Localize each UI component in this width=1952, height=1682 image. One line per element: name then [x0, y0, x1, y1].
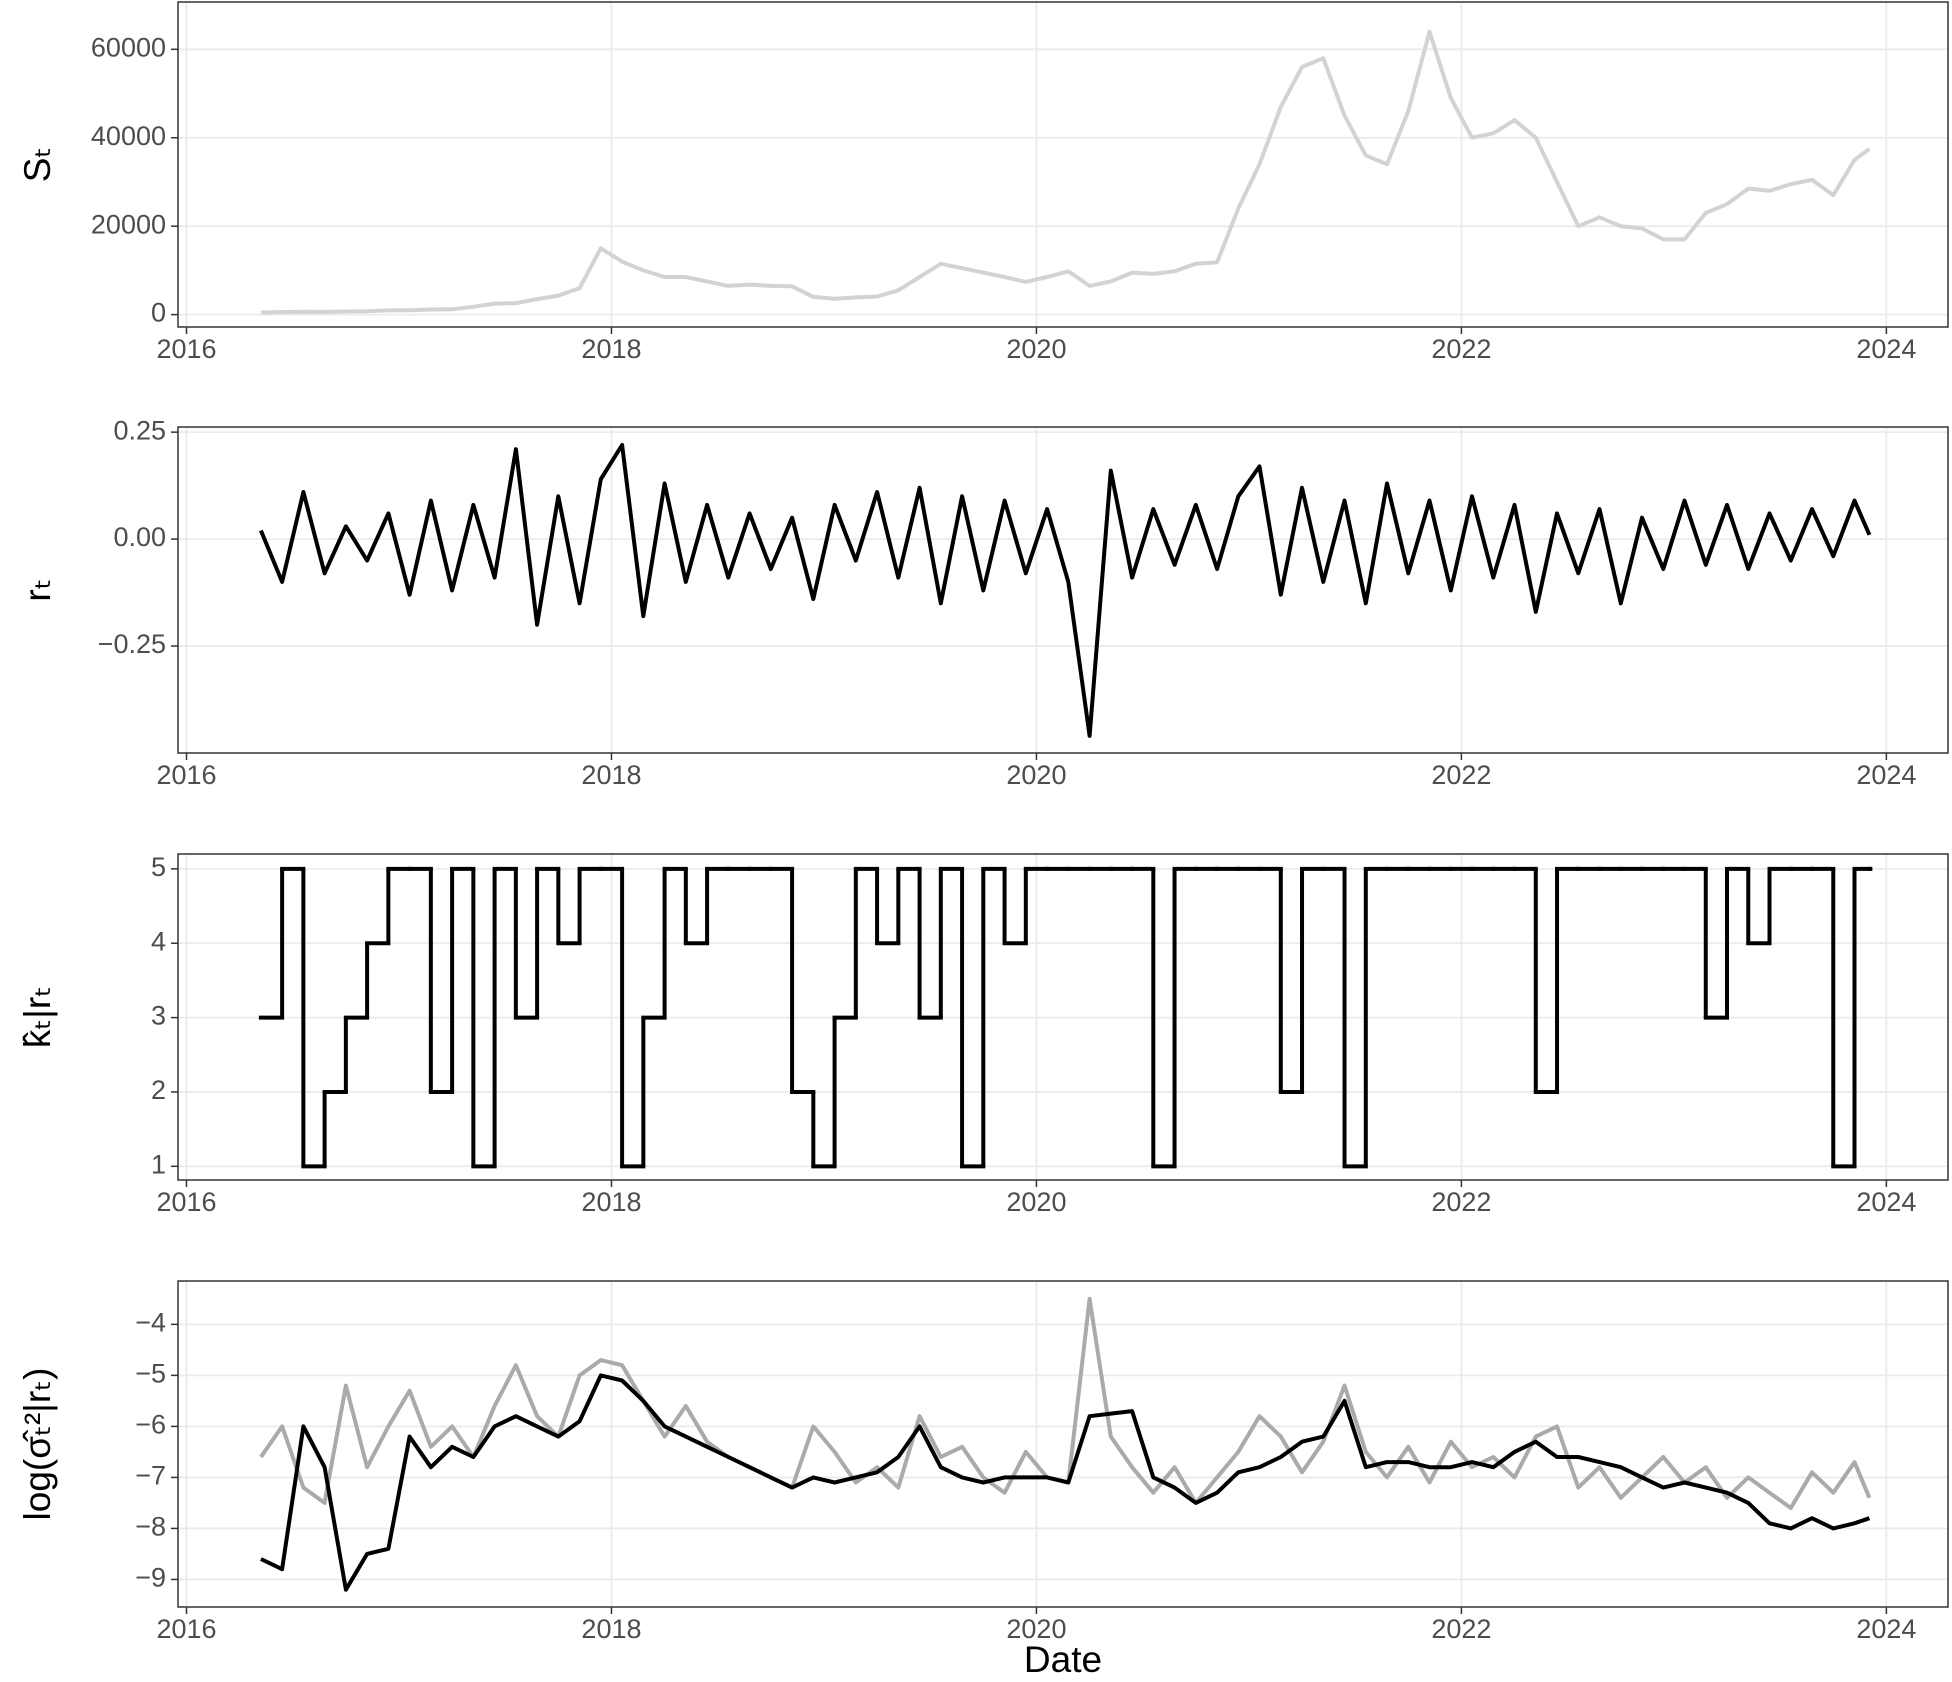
x-tick-label: 2022: [1431, 334, 1491, 364]
y-tick-label: 2: [151, 1075, 166, 1105]
x-tick-label: 2022: [1431, 760, 1491, 790]
x-tick-label: 2022: [1431, 1187, 1491, 1217]
y-tick-label: 0.25: [113, 415, 166, 445]
plot-background: [178, 1281, 1948, 1607]
x-tick-label: 2016: [156, 1187, 216, 1217]
y-axis-title: rₜ: [17, 578, 58, 601]
x-tick-label: 2024: [1856, 1187, 1916, 1217]
y-tick-label: −6: [135, 1410, 166, 1440]
y-tick-label: 60000: [91, 32, 166, 62]
y-tick-label: −4: [135, 1307, 166, 1337]
x-tick-label: 2022: [1431, 1614, 1491, 1644]
y-axis-title: Sₜ: [17, 147, 58, 183]
y-tick-label: −5: [135, 1359, 166, 1389]
y-tick-label: 4: [151, 926, 166, 956]
x-tick-label: 2018: [581, 334, 641, 364]
y-tick-label: 20000: [91, 209, 166, 239]
series-line: [260, 1373, 1871, 1592]
y-tick-label: −7: [135, 1461, 166, 1491]
y-tick-label: 1: [151, 1149, 166, 1179]
x-tick-label: 2024: [1856, 760, 1916, 790]
y-tick-label: −9: [135, 1563, 166, 1593]
plot-border: [177, 426, 1949, 754]
x-tick-label: 2018: [581, 1614, 641, 1644]
x-tick-label: 2024: [1856, 1614, 1916, 1644]
y-tick-label: 0: [151, 298, 166, 328]
plot-background: [178, 2, 1948, 327]
x-tick-label: 2020: [1006, 1614, 1066, 1644]
y-tick-label: 0.00: [113, 522, 166, 552]
x-tick-label: 2016: [156, 760, 216, 790]
y-tick-label: 5: [151, 852, 166, 882]
x-tick-label: 2020: [1006, 334, 1066, 364]
x-tick-label: 2024: [1856, 334, 1916, 364]
y-tick-label: 3: [151, 1001, 166, 1031]
y-tick-label: 40000: [91, 121, 166, 151]
plot-background: [178, 427, 1948, 753]
x-tick-label: 2016: [156, 334, 216, 364]
series-line: [259, 443, 1872, 738]
x-tick-label: 2020: [1006, 1187, 1066, 1217]
y-tick-label: −0.25: [98, 629, 166, 659]
x-axis-title: Date: [1024, 1639, 1102, 1680]
series-line: [260, 29, 1871, 315]
x-tick-label: 2018: [581, 760, 641, 790]
plot-border: [177, 853, 1949, 1181]
x-tick-label: 2020: [1006, 760, 1066, 790]
plot-border: [177, 1280, 1949, 1608]
x-tick-label: 2018: [581, 1187, 641, 1217]
y-axis-title: k̂ₜ|rₜ: [17, 986, 58, 1048]
x-tick-label: 2016: [156, 1614, 216, 1644]
y-axis-title: log(σ̂ₜ²|rₜ): [17, 1368, 58, 1521]
plot-border: [177, 1, 1949, 328]
y-tick-label: −8: [135, 1512, 166, 1542]
